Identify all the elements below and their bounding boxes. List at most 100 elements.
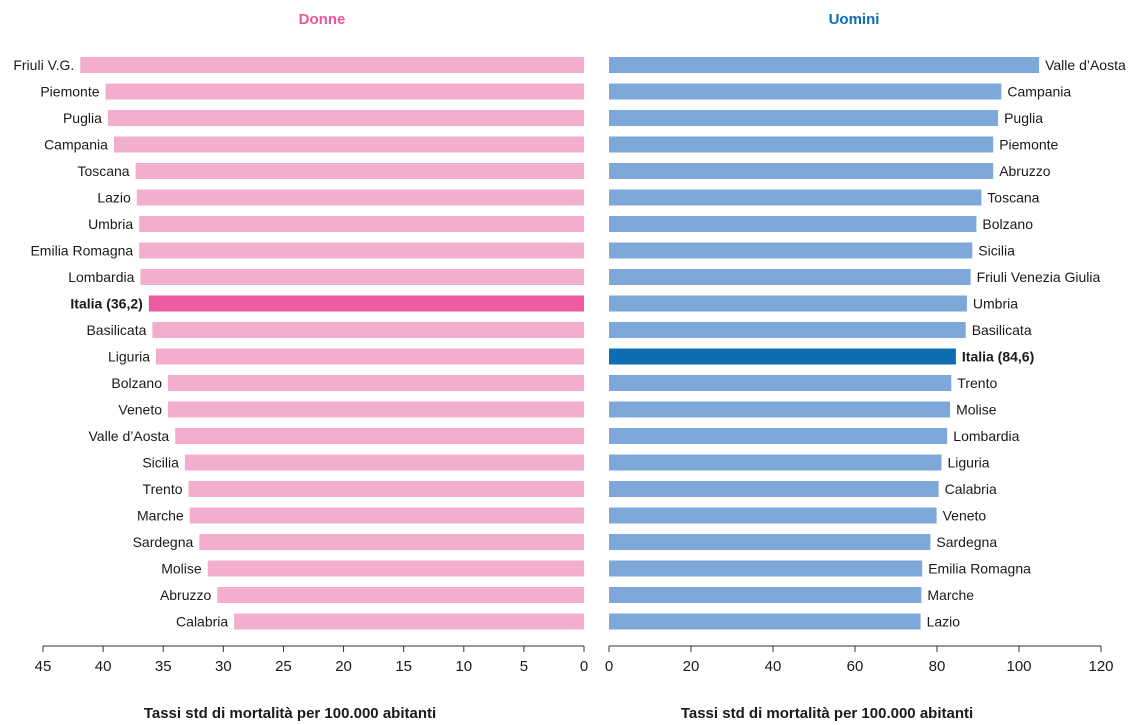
uomini-ticks: 0 20 40 60 80 100 120 bbox=[605, 646, 1114, 675]
donne-bar bbox=[168, 401, 584, 418]
donne-category-label: Molise bbox=[161, 561, 202, 577]
donne-x-axis-label: Tassi std di mortalità per 100.000 abita… bbox=[144, 705, 436, 722]
uomini-category-label: Toscana bbox=[987, 190, 1039, 206]
uomini-bar bbox=[609, 136, 994, 153]
uomini-bar bbox=[609, 560, 923, 577]
donne-category-label: Emilia Romagna bbox=[30, 243, 133, 259]
uomini-bar bbox=[609, 163, 994, 179]
uomini-bar bbox=[609, 375, 952, 391]
donne-bar bbox=[188, 481, 584, 497]
donne-title: Donne bbox=[299, 11, 346, 28]
donne-tick-label: 45 bbox=[35, 658, 52, 675]
donne-bar bbox=[139, 242, 584, 259]
donne-bar bbox=[156, 348, 584, 365]
uomini-category-label: Umbria bbox=[973, 296, 1018, 312]
donne-bar bbox=[217, 587, 585, 603]
uomini-title: Uomini bbox=[829, 11, 880, 28]
uomini-tick-label: 60 bbox=[847, 658, 864, 675]
donne-bar bbox=[175, 428, 584, 444]
donne-category-label: Liguria bbox=[108, 349, 150, 365]
uomini-bar bbox=[609, 242, 973, 259]
donne-category-label: Lombardia bbox=[68, 269, 134, 285]
uomini-tick-label: 100 bbox=[1006, 658, 1031, 675]
uomini-category-label: Liguria bbox=[948, 455, 990, 471]
uomini-category-label: Bolzano bbox=[982, 216, 1033, 232]
donne-bar bbox=[152, 322, 584, 338]
donne-category-label: Sardegna bbox=[133, 534, 194, 550]
uomini-bar bbox=[609, 587, 922, 603]
uomini-tick-label: 20 bbox=[683, 658, 700, 675]
donne-category-label: Veneto bbox=[118, 402, 162, 418]
donne-category-labels: Friuli V.G. Piemonte Puglia Campania Toscana… bbox=[13, 57, 228, 630]
uomini-bar bbox=[609, 613, 921, 630]
uomini-category-label: Friuli Venezia Giulia bbox=[977, 269, 1101, 285]
uomini-bar bbox=[609, 481, 939, 497]
donne-bar bbox=[80, 57, 585, 73]
uomini-bar bbox=[609, 189, 982, 206]
donne-tick-label: 15 bbox=[395, 658, 412, 675]
donne-bar bbox=[168, 375, 584, 391]
donne-bar bbox=[184, 454, 584, 471]
donne-category-label: Abruzzo bbox=[160, 587, 212, 603]
donne-category-label: Trento bbox=[143, 481, 183, 497]
uomini-tick-label: 40 bbox=[765, 658, 782, 675]
uomini-bar bbox=[609, 348, 956, 365]
uomini-category-label: Basilicata bbox=[972, 322, 1032, 338]
donne-bar bbox=[189, 507, 584, 524]
uomini-category-label: Puglia bbox=[1004, 110, 1043, 126]
donne-category-label: Umbria bbox=[88, 216, 133, 232]
uomini-category-label: Trento bbox=[957, 375, 997, 391]
uomini-bar bbox=[609, 295, 967, 312]
donne-category-label: Bolzano bbox=[111, 375, 162, 391]
uomini-tick-label: 0 bbox=[605, 658, 613, 675]
uomini-tick-label: 120 bbox=[1088, 658, 1113, 675]
uomini-tick-label: 80 bbox=[929, 658, 946, 675]
donne-bar bbox=[105, 83, 584, 100]
uomini-category-label: Sicilia bbox=[978, 243, 1015, 259]
uomini-bar bbox=[609, 83, 1002, 100]
uomini-x-axis-label: Tassi std di mortalità per 100.000 abita… bbox=[681, 705, 973, 722]
uomini-category-label: Marche bbox=[927, 587, 974, 603]
donne-tick-label: 40 bbox=[95, 658, 112, 675]
donne-bar bbox=[199, 534, 585, 550]
donne-bar bbox=[140, 269, 584, 285]
donne-tick-label: 5 bbox=[520, 658, 528, 675]
uomini-category-labels: Valle d’Aosta Campania Puglia Piemonte Abruz… bbox=[927, 57, 1126, 630]
donne-tick-label: 25 bbox=[275, 658, 292, 675]
donne-category-label: Friuli V.G. bbox=[13, 57, 74, 73]
uomini-bars bbox=[609, 57, 1040, 630]
donne-tick-label: 30 bbox=[215, 658, 232, 675]
uomini-category-label: Calabria bbox=[945, 481, 997, 497]
donne-bar bbox=[113, 136, 585, 153]
donne-bar bbox=[107, 110, 585, 126]
donne-category-label: Marche bbox=[137, 508, 184, 524]
donne-tick-label: 0 bbox=[580, 658, 588, 675]
donne-ticks: 45 40 35 30 25 20 15 10 5 0 bbox=[35, 646, 588, 675]
donne-bar bbox=[148, 295, 585, 312]
uomini-category-label: Campania bbox=[1007, 84, 1071, 100]
uomini-bar bbox=[609, 216, 977, 232]
donne-category-label: Basilicata bbox=[86, 322, 146, 338]
uomini-bar bbox=[609, 428, 948, 444]
donne-tick-label: 35 bbox=[155, 658, 172, 675]
uomini-category-label: Molise bbox=[956, 402, 997, 418]
donne-bar bbox=[136, 189, 585, 206]
uomini-bar bbox=[609, 534, 931, 550]
uomini-category-label: Sardegna bbox=[936, 534, 997, 550]
uomini-category-label: Emilia Romagna bbox=[928, 561, 1031, 577]
donne-bars bbox=[80, 57, 585, 630]
donne-category-label: Italia (36,2) bbox=[70, 296, 142, 312]
donne-category-label: Sicilia bbox=[142, 455, 179, 471]
uomini-category-label: Valle d’Aosta bbox=[1045, 57, 1126, 73]
donne-tick-label: 10 bbox=[455, 658, 472, 675]
donne-category-label: Puglia bbox=[63, 110, 102, 126]
uomini-bar bbox=[609, 454, 942, 471]
uomini-bar bbox=[609, 401, 951, 418]
donne-category-label: Toscana bbox=[77, 163, 129, 179]
donne-bar bbox=[135, 163, 584, 179]
donne-category-label: Calabria bbox=[176, 614, 228, 630]
uomini-bar bbox=[609, 57, 1040, 73]
donne-category-label: Campania bbox=[44, 137, 108, 153]
donne-bar bbox=[139, 216, 584, 232]
